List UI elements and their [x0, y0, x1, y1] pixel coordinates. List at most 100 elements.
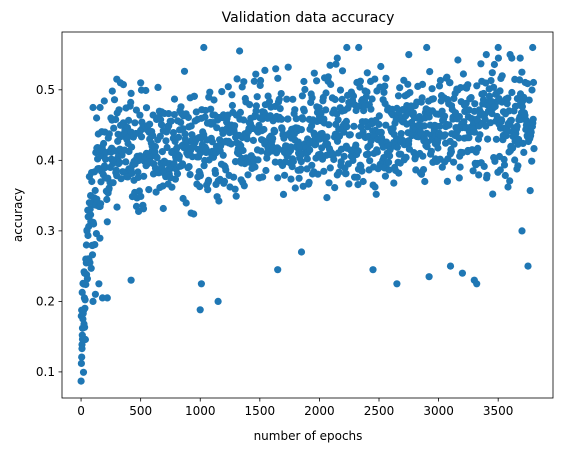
- data-point: [274, 74, 282, 82]
- data-point: [127, 98, 135, 106]
- data-point: [103, 294, 111, 302]
- data-point: [137, 79, 145, 87]
- data-point: [132, 106, 140, 114]
- data-point: [476, 131, 484, 139]
- data-point: [382, 121, 390, 129]
- data-point: [529, 115, 537, 123]
- data-point: [128, 143, 136, 151]
- data-point: [423, 43, 431, 52]
- data-point: [487, 77, 495, 85]
- y-tick-label: 0.1: [36, 365, 55, 379]
- data-point: [330, 155, 338, 164]
- data-point: [163, 143, 171, 152]
- data-point: [343, 43, 351, 52]
- data-point: [276, 105, 284, 113]
- data-point: [371, 75, 379, 83]
- data-point: [224, 83, 232, 91]
- data-point: [291, 106, 299, 114]
- data-point: [500, 161, 509, 169]
- y-axis: 0.1 0.2 0.3 0.4 0.5: [36, 83, 62, 379]
- data-point: [338, 95, 346, 103]
- data-point: [377, 128, 385, 136]
- data-point: [204, 186, 212, 194]
- data-point: [181, 130, 189, 138]
- data-point: [455, 113, 463, 121]
- data-point: [325, 121, 333, 129]
- data-point: [80, 320, 88, 328]
- data-point: [83, 227, 91, 235]
- data-point: [165, 110, 173, 118]
- data-point: [496, 166, 504, 174]
- data-point: [334, 116, 342, 124]
- data-point: [445, 121, 453, 129]
- data-point: [381, 172, 389, 180]
- data-point: [80, 294, 88, 302]
- data-point: [473, 82, 481, 90]
- data-point: [394, 92, 403, 100]
- data-point: [97, 200, 105, 208]
- data-point: [450, 140, 458, 148]
- data-point: [342, 170, 350, 178]
- data-point: [372, 190, 380, 198]
- data-point: [218, 88, 226, 96]
- data-point: [470, 128, 478, 136]
- data-point: [127, 89, 135, 97]
- data-point: [196, 306, 204, 314]
- data-point: [200, 162, 208, 170]
- data-point: [284, 115, 292, 123]
- data-point: [371, 183, 379, 191]
- data-point: [386, 152, 394, 160]
- data-point: [350, 122, 358, 130]
- data-point: [511, 156, 519, 164]
- data-point: [455, 134, 463, 142]
- data-point: [469, 167, 477, 175]
- data-point: [156, 132, 164, 140]
- data-point: [393, 143, 401, 151]
- data-point: [240, 182, 248, 190]
- data-point: [389, 111, 397, 119]
- data-point: [373, 148, 381, 156]
- data-point: [368, 95, 376, 103]
- data-point: [340, 128, 348, 136]
- chart-title: Validation data accuracy: [222, 10, 395, 26]
- data-point: [385, 166, 393, 174]
- data-point: [299, 115, 307, 123]
- data-point: [233, 75, 241, 83]
- data-point: [300, 77, 308, 86]
- x-tick-label: 1000: [185, 404, 216, 418]
- data-point: [332, 60, 340, 68]
- data-point: [525, 96, 533, 104]
- data-point: [107, 114, 115, 122]
- data-point: [279, 190, 288, 198]
- y-tick-label: 0.4: [36, 153, 55, 167]
- data-point: [109, 179, 117, 187]
- data-point: [112, 166, 120, 174]
- data-point: [354, 147, 362, 155]
- data-point: [490, 60, 498, 69]
- data-point: [287, 175, 295, 183]
- data-point: [496, 87, 504, 95]
- data-point: [170, 95, 179, 103]
- data-point: [249, 136, 257, 144]
- data-point: [524, 262, 532, 270]
- data-point: [174, 133, 183, 141]
- data-point: [475, 171, 483, 179]
- data-point: [272, 65, 280, 73]
- data-point: [139, 205, 148, 213]
- data-point: [443, 177, 451, 185]
- data-point: [78, 288, 86, 296]
- data-point: [170, 160, 178, 168]
- data-point: [301, 85, 309, 94]
- data-point: [323, 133, 331, 141]
- data-point: [315, 104, 323, 112]
- data-point: [131, 119, 139, 127]
- data-point: [297, 158, 305, 166]
- data-point: [518, 68, 526, 76]
- data-point: [211, 169, 220, 177]
- data-point: [145, 186, 153, 194]
- data-point: [324, 73, 332, 81]
- data-point: [367, 105, 375, 113]
- scatter-points: [77, 43, 538, 385]
- data-point: [381, 82, 389, 90]
- data-point: [382, 74, 390, 82]
